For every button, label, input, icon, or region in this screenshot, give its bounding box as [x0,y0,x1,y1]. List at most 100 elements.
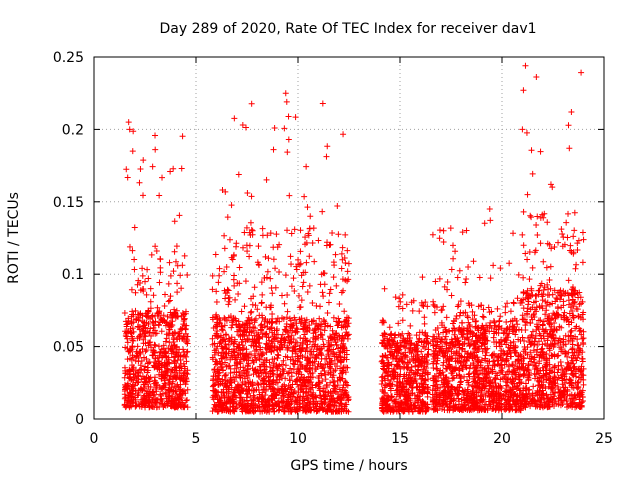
data-point [540,318,547,325]
data-point [461,389,468,396]
data-point [129,308,136,315]
data-point [315,237,322,244]
data-point [214,367,221,374]
data-point [217,332,224,339]
data-point [464,314,471,321]
data-point [309,384,316,391]
data-point [246,242,253,249]
data-point [519,334,526,341]
data-point [231,392,238,399]
data-point [239,378,246,385]
data-point [489,398,496,405]
data-point [165,280,172,287]
data-point [325,389,332,396]
data-point [383,382,390,389]
data-point [546,276,553,283]
data-point [453,365,460,372]
data-point [503,331,510,338]
data-point [162,291,169,298]
data-point [152,342,159,349]
data-point [456,340,463,347]
data-point [151,341,158,348]
data-point [262,344,269,351]
data-point [492,374,499,381]
data-point [380,363,387,370]
data-point [481,406,488,413]
data-point [535,324,542,331]
data-point [271,124,278,131]
data-point [424,357,431,364]
data-point [301,193,308,200]
data-point [132,289,139,296]
data-point [137,311,144,318]
data-point [254,380,261,387]
data-point [132,403,139,410]
data-point [321,270,328,277]
data-point [278,341,285,348]
data-point [232,315,239,322]
data-point [422,299,429,306]
data-point [316,387,323,394]
data-point [543,399,550,406]
data-point [499,393,506,400]
data-point [297,393,304,400]
data-point [146,378,153,385]
data-point [271,331,278,338]
data-point [233,321,240,328]
data-point [410,353,417,360]
data-point [266,403,273,410]
data-point [500,375,507,382]
data-point [559,338,566,345]
data-point [284,227,291,234]
data-point [544,337,551,344]
data-point [289,347,296,354]
data-point [252,354,259,361]
data-point [312,336,319,343]
data-point [413,332,420,339]
data-point [214,396,221,403]
data-point [124,382,131,389]
data-point [559,243,566,250]
data-point [290,344,297,351]
data-point [525,295,532,302]
data-point [466,365,473,372]
data-point [477,362,484,369]
data-point [460,358,467,365]
data-point [176,370,183,377]
data-point [509,323,516,330]
data-point [570,233,577,240]
data-point [322,323,329,330]
data-point [335,319,342,326]
data-point [142,340,149,347]
data-point [287,327,294,334]
data-point [154,304,161,311]
data-point [486,401,493,408]
data-point [152,132,159,139]
data-point [234,387,241,394]
data-point [522,327,529,334]
data-point [388,352,395,359]
data-point [149,352,156,359]
data-point [247,219,254,226]
data-point [453,313,460,320]
data-point [401,353,408,360]
data-point [416,329,423,336]
data-point [268,380,275,387]
data-point [550,343,557,350]
data-point [432,386,439,393]
data-point [437,384,444,391]
data-point [255,398,262,405]
data-point [282,362,289,369]
data-point [219,355,226,362]
data-point [170,357,177,364]
data-point [430,353,437,360]
data-point [444,278,451,285]
data-point [416,383,423,390]
data-point [579,311,586,318]
data-point [233,345,240,352]
data-point [392,400,399,407]
data-point [266,383,273,390]
data-point [481,366,488,373]
data-point [308,348,315,355]
data-point [315,374,322,381]
